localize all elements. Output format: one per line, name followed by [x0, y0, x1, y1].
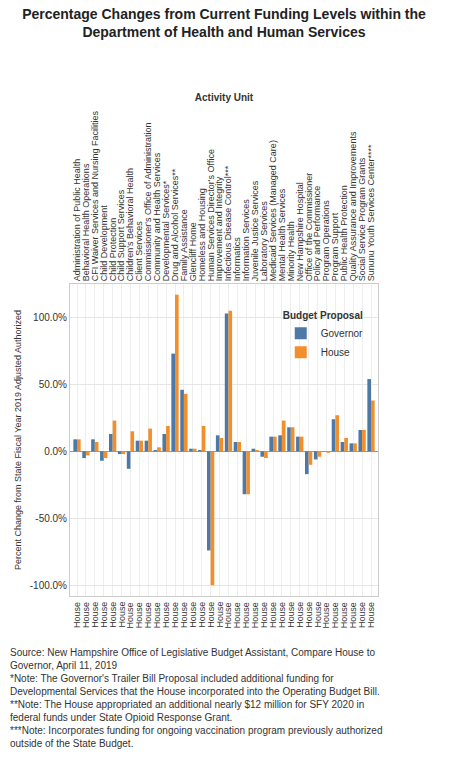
- svg-text:-50.0%: -50.0%: [35, 513, 67, 524]
- svg-text:House: House: [215, 602, 225, 628]
- svg-text:House: House: [339, 602, 349, 628]
- svg-text:House: House: [232, 602, 242, 628]
- svg-text:House: House: [268, 602, 278, 628]
- svg-text:House: House: [179, 602, 189, 628]
- svg-text:House: House: [241, 602, 251, 628]
- svg-text:Client Services: Client Services: [134, 221, 144, 282]
- svg-text:-100.0%: -100.0%: [30, 580, 67, 591]
- svg-text:House: House: [304, 602, 314, 628]
- svg-text:House: House: [108, 602, 118, 628]
- svg-text:100.0%: 100.0%: [33, 312, 67, 323]
- svg-text:Behavioral Health Operations: Behavioral Health Operations: [81, 163, 91, 281]
- svg-text:Glencliff Home: Glencliff Home: [188, 222, 198, 281]
- svg-text:Office of the Commissioner: Office of the Commissioner: [304, 173, 314, 281]
- svg-text:CFI Waiver Services and Nursin: CFI Waiver Services and Nursing Faciliti…: [90, 110, 100, 281]
- svg-text:House: House: [143, 602, 153, 628]
- svg-text:Community and Health Services: Community and Health Services: [152, 152, 162, 281]
- svg-text:House: House: [330, 602, 340, 628]
- svg-text:Social Service Program Grants: Social Service Program Grants: [357, 157, 367, 281]
- svg-text:Mental Health Services: Mental Health Services: [277, 188, 287, 281]
- svg-text:Administration of Public Healt: Administration of Public Health: [72, 159, 82, 282]
- svg-text:House: House: [321, 602, 331, 628]
- svg-text:House: House: [295, 602, 305, 628]
- svg-text:House: House: [348, 602, 358, 628]
- svg-text:Program Operations: Program Operations: [321, 200, 331, 282]
- svg-text:Information Services: Information Services: [241, 199, 251, 282]
- svg-text:House: House: [321, 347, 350, 358]
- svg-text:House: House: [366, 602, 376, 628]
- svg-text:New Hampshire Hospital: New Hampshire Hospital: [295, 182, 305, 281]
- svg-text:Drug and Alcohol Services**: Drug and Alcohol Services**: [170, 168, 180, 281]
- svg-text:Homeless and Housing: Homeless and Housing: [197, 188, 207, 281]
- svg-text:House: House: [161, 602, 171, 628]
- svg-text:Child Development: Child Development: [99, 205, 109, 282]
- svg-text:House: House: [357, 602, 367, 628]
- svg-text:House: House: [286, 602, 296, 628]
- svg-text:Juvenile Justice Services: Juvenile Justice Services: [250, 180, 260, 281]
- svg-text:Child Protection: Child Protection: [108, 218, 118, 282]
- svg-text:House: House: [313, 602, 323, 628]
- svg-text:House: House: [99, 602, 109, 628]
- svg-text:House: House: [259, 602, 269, 628]
- svg-text:Family Assistance: Family Assistance: [179, 209, 189, 281]
- svg-text:Percentage Changes from Curren: Percentage Changes from Current Funding …: [22, 6, 426, 40]
- svg-text:House: House: [117, 602, 127, 628]
- svg-text:House: House: [277, 602, 287, 628]
- svg-text:0.0%: 0.0%: [44, 446, 67, 457]
- svg-text:House: House: [170, 602, 180, 628]
- svg-text:House: House: [250, 602, 260, 628]
- svg-text:House: House: [125, 602, 135, 628]
- svg-text:House: House: [81, 602, 91, 628]
- svg-text:House: House: [197, 602, 207, 628]
- svg-text:50.0%: 50.0%: [39, 379, 67, 390]
- svg-text:Public Health Protection: Public Health Protection: [339, 185, 349, 281]
- svg-text:House: House: [90, 602, 100, 628]
- svg-text:Improvement and Integrity: Improvement and Integrity: [214, 176, 224, 281]
- svg-text:Budget Proposal: Budget Proposal: [283, 310, 363, 321]
- svg-text:Program Support: Program Support: [330, 212, 340, 281]
- svg-text:Child Support Services: Child Support Services: [116, 189, 126, 281]
- svg-text:Informatics: Informatics: [232, 237, 242, 282]
- svg-text:Developmental Services*: Developmental Services*: [161, 180, 171, 281]
- svg-text:Laboratory Services: Laboratory Services: [259, 201, 269, 282]
- svg-text:Children's Behavioral Health: Children's Behavioral Health: [125, 168, 135, 281]
- svg-text:House: House: [188, 602, 198, 628]
- svg-text:Minority Health: Minority Health: [286, 221, 296, 281]
- svg-text:Commissioner's Office of Admin: Commissioner's Office of Administration: [143, 123, 153, 282]
- svg-text:Source: New Hampshire Office o: Source: New Hampshire Office of Legislat…: [10, 647, 382, 749]
- svg-text:House: House: [152, 602, 162, 628]
- svg-text:Percent Change from State Fisc: Percent Change from State Fiscal Year 20…: [13, 310, 23, 570]
- svg-text:House: House: [206, 602, 216, 628]
- svg-text:Medicaid Services (Managed Car: Medicaid Services (Managed Care): [268, 140, 278, 281]
- svg-text:Quality Assurance and Improvem: Quality Assurance and Improvements: [348, 131, 358, 281]
- svg-text:Governor: Governor: [321, 328, 363, 339]
- svg-text:House: House: [72, 602, 82, 628]
- svg-text:Sununu Youth Services Center**: Sununu Youth Services Center****: [366, 144, 376, 281]
- svg-text:House: House: [223, 602, 233, 628]
- svg-text:Activity Unit: Activity Unit: [195, 92, 254, 103]
- svg-text:Human Services Director's Offi: Human Services Director's Office: [206, 149, 216, 281]
- svg-text:Policy and Performance: Policy and Performance: [312, 186, 322, 282]
- svg-text:House: House: [134, 602, 144, 628]
- svg-text:Infectious Disease Control***: Infectious Disease Control***: [223, 165, 233, 281]
